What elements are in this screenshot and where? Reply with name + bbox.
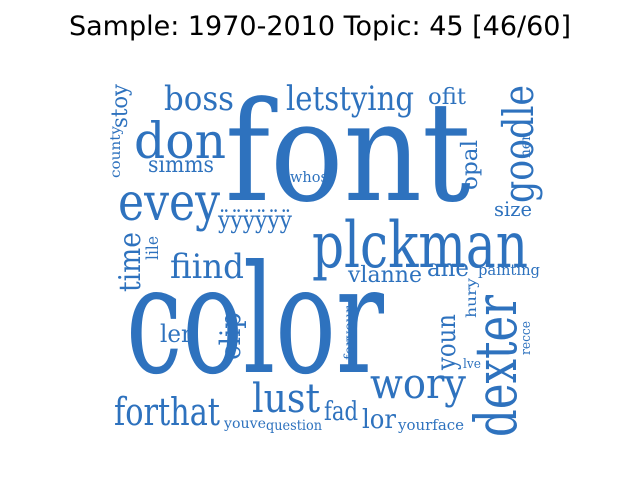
cloud-word: lor (362, 405, 397, 435)
cloud-word: question (266, 418, 322, 434)
cloud-word: youn (432, 314, 462, 371)
cloud-word: simms (148, 153, 214, 178)
cloud-word: ane (427, 254, 469, 282)
cloud-word: wory (370, 359, 466, 408)
cloud-word: foryour (342, 306, 358, 360)
cloud-word: whos (290, 168, 328, 186)
cloud-word: fiind (170, 247, 244, 287)
cloud-word: recce (519, 321, 534, 355)
cloud-word: color (126, 234, 384, 408)
cloud-word: evey (118, 173, 221, 233)
cloud-word: lile (143, 236, 163, 260)
cloud-word: clip (214, 312, 247, 360)
figure-title: Sample: 1970-2010 Topic: 45 [46/60] (68, 11, 572, 42)
cloud-word: vlanne (347, 263, 422, 288)
cloud-word: fad (324, 397, 358, 427)
cloud-word: font (225, 72, 471, 233)
cloud-word: forthat (114, 390, 220, 434)
cloud-word: size (494, 197, 532, 221)
cloud-word: stoy (108, 83, 133, 128)
cloud-word: hury (464, 278, 480, 318)
cloud-word: yourface (397, 416, 464, 434)
cloud-word: dexter (462, 295, 530, 437)
cloud-word: ler (160, 320, 192, 348)
cloud-word: hen (518, 132, 534, 158)
cloud-word: lve (463, 357, 481, 372)
cloud-word: youve (223, 416, 266, 432)
cloud-word: ofit (428, 85, 466, 110)
cloud-word: lust (252, 376, 320, 422)
cloud-word: letstying (286, 79, 414, 119)
cloud-word: ÿÿÿÿÿÿ (217, 206, 292, 234)
cloud-word: opal (458, 140, 483, 190)
cloud-word: goodle (494, 85, 543, 203)
cloud-word: painting (478, 261, 540, 279)
cloud-word: don (134, 112, 226, 170)
cloud-word: plckman (312, 209, 528, 283)
cloud-word: boss (164, 79, 234, 119)
cloud-word: time (113, 232, 148, 292)
cloud-word: county (108, 126, 124, 178)
